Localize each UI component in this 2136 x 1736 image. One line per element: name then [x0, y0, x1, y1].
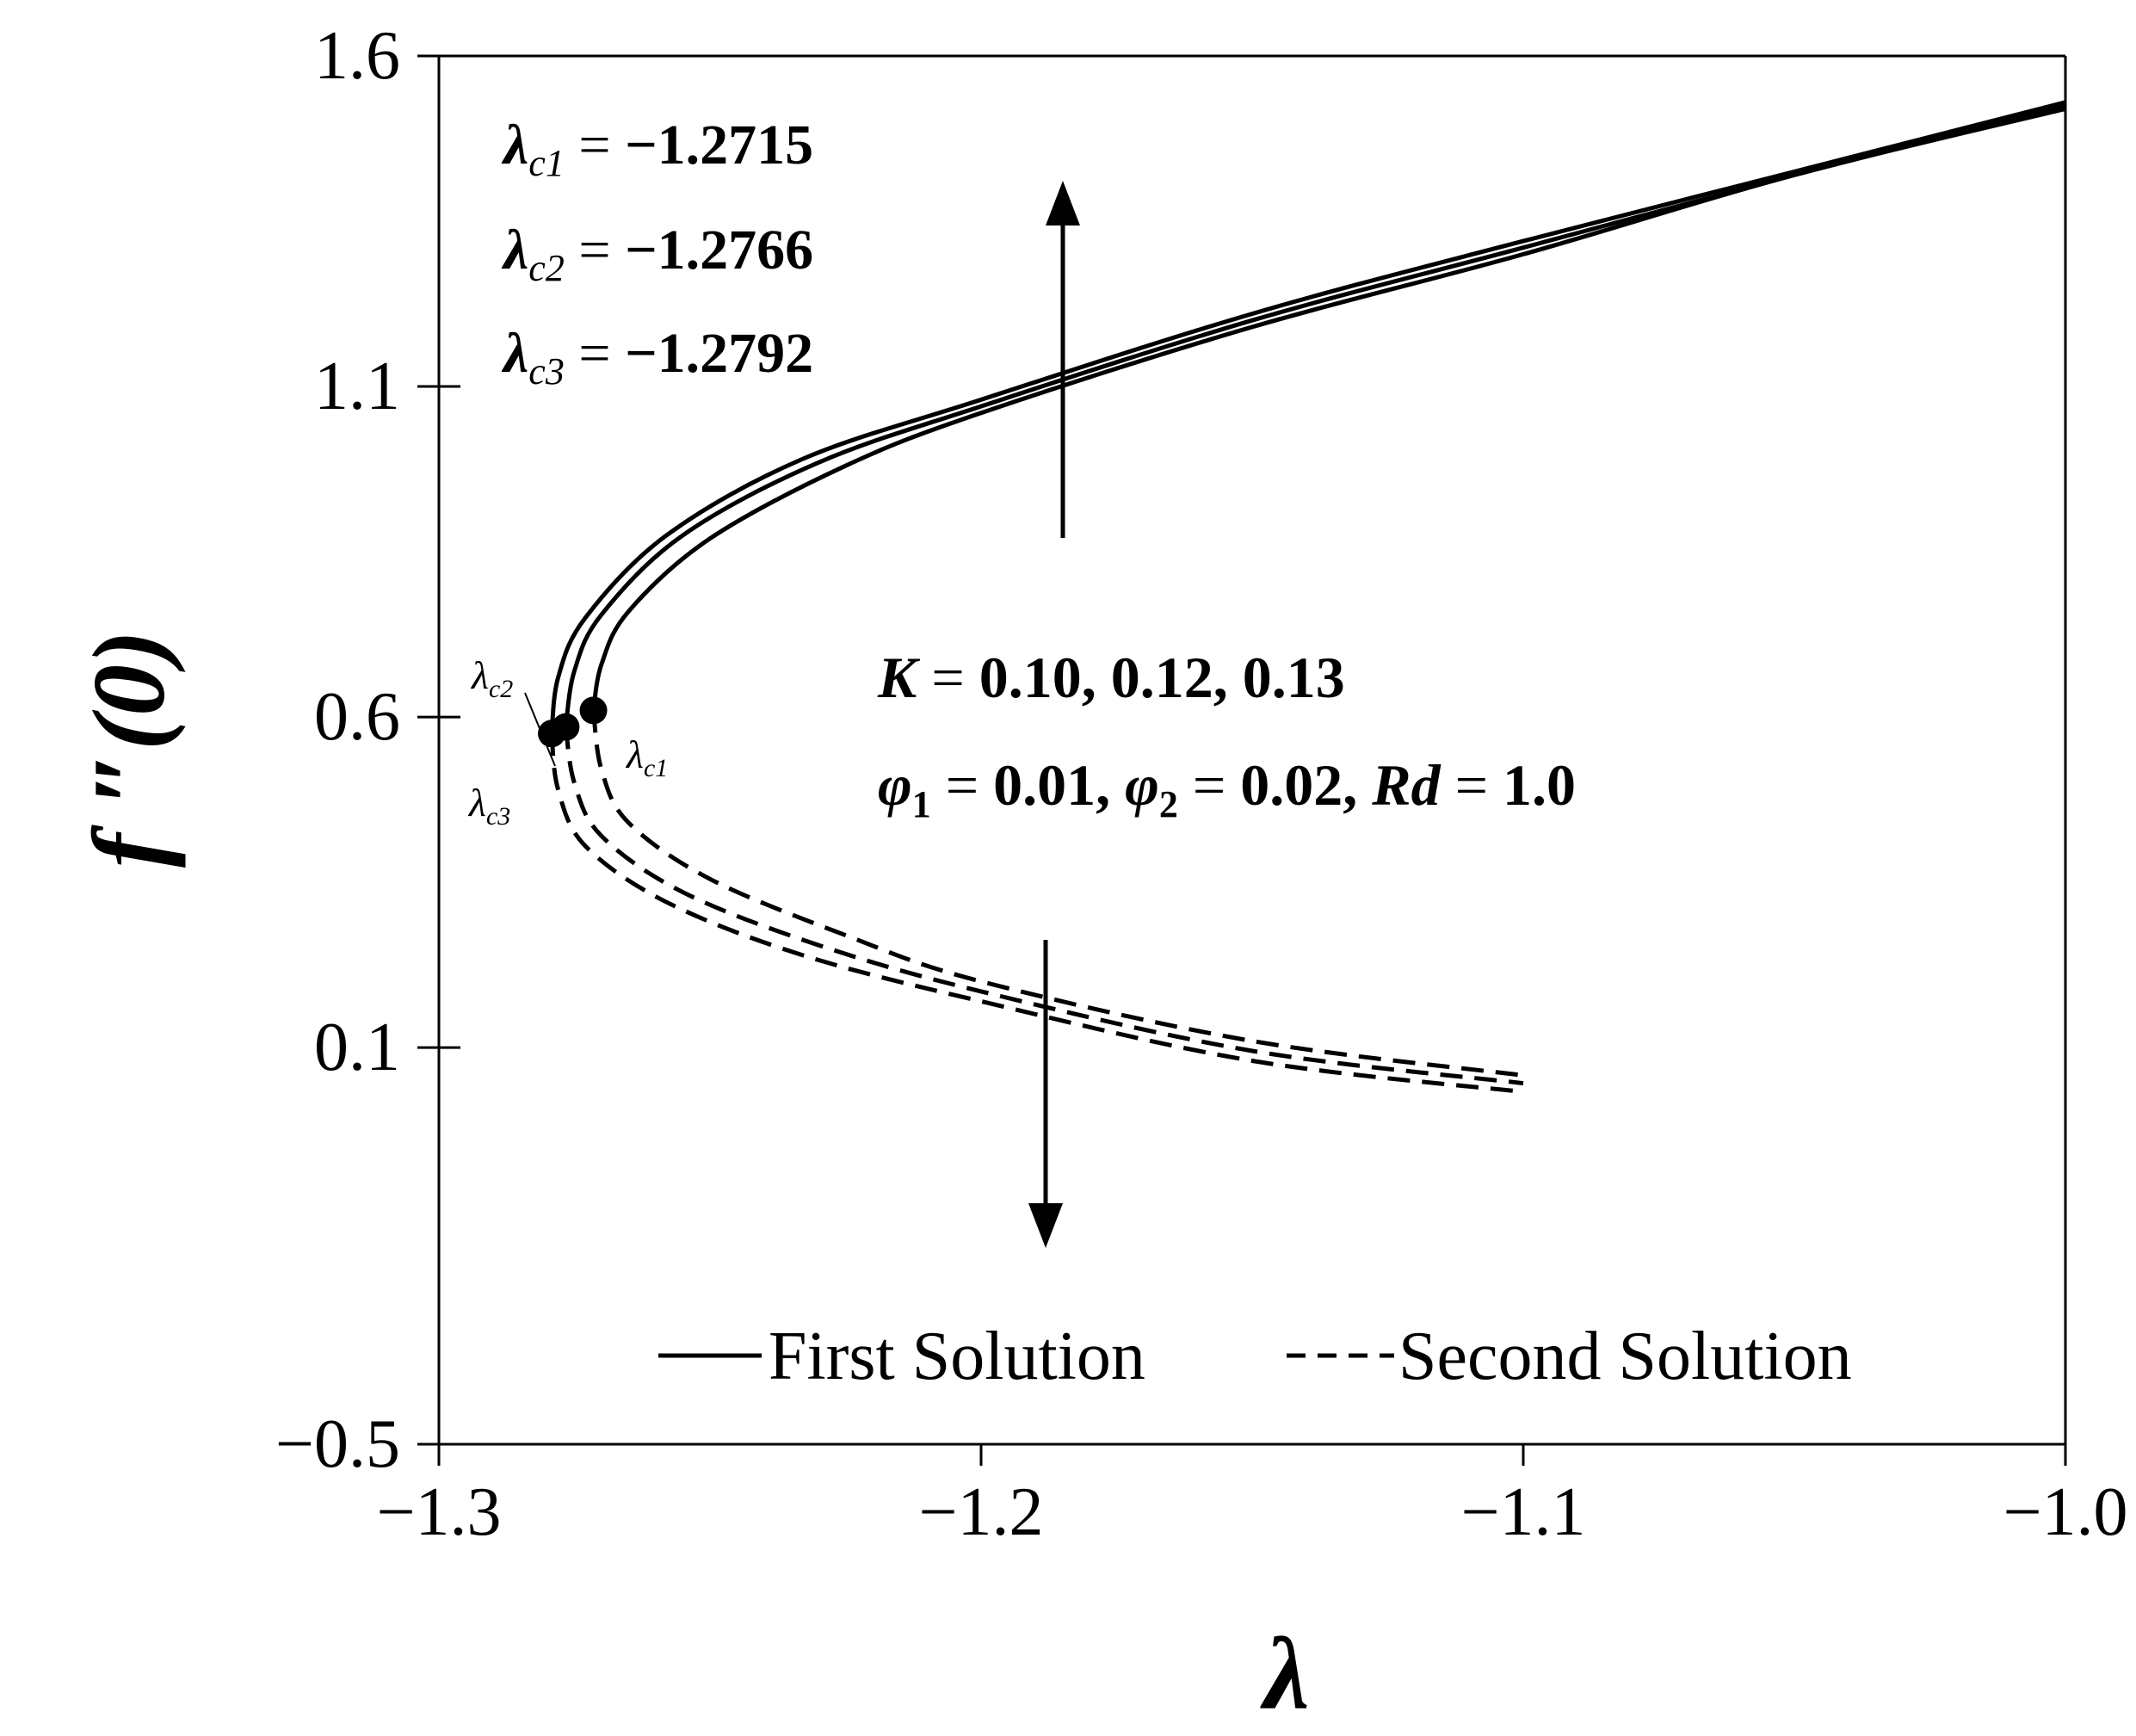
first-solution-line-2 — [552, 102, 2065, 734]
lambda-c2-value: −1.2766 — [625, 219, 813, 281]
critical-points — [538, 696, 608, 747]
upward-arrow — [1046, 181, 1080, 538]
y-ticks: 1.6 1.1 0.6 0.1 −0.5 — [275, 18, 460, 1482]
x-tick-label: −1.3 — [376, 1474, 501, 1550]
k-values-line: K = 0.10, 0.12, 0.13 — [877, 645, 1345, 710]
lambda-c1-point-label: λc1 — [625, 732, 668, 782]
legend: First Solution Second Solution — [658, 1319, 1852, 1394]
x-tick-label: −1.0 — [2003, 1474, 2127, 1550]
parameter-annotation: K = 0.10, 0.12, 0.13 φ1 = 0.01, φ2 = 0.0… — [877, 645, 1576, 825]
lambda-c3-value: −1.2792 — [625, 322, 813, 385]
lambda-critical-values: λc1 = −1.2715 λc2 = −1.2766 λc3 = −1.279… — [501, 114, 813, 392]
y-tick-label: 1.1 — [314, 349, 400, 424]
lambda-c3-point-label: λc3 — [467, 781, 510, 831]
phi1-value: 0.01, — [993, 752, 1110, 818]
x-axis-title: λ — [1259, 1616, 1309, 1731]
y-tick-label: 0.1 — [314, 1010, 400, 1085]
k-values: 0.10, 0.12, 0.13 — [979, 645, 1345, 710]
y-tick-label: −0.5 — [275, 1406, 400, 1482]
y-tick-label: 1.6 — [314, 18, 400, 94]
x-tick-label: −1.2 — [918, 1474, 1043, 1550]
rd-value: 1.0 — [1503, 752, 1576, 818]
phi2-value: 0.02, — [1240, 752, 1357, 818]
legend-second-solution-label: Second Solution — [1398, 1319, 1852, 1394]
phi-rd-line: φ1 = 0.01, φ2 = 0.02, Rd = 1.0 — [878, 752, 1576, 825]
lambda-c1-sub: c1 — [528, 142, 565, 184]
lambda-c2-sub: c2 — [528, 247, 565, 289]
lambda-c3-line: λc3 = −1.2792 — [501, 322, 813, 392]
lambda-c2-point-label: λc2 — [470, 653, 513, 703]
lambda-c3-sub: c3 — [528, 350, 565, 392]
k-label: K — [877, 645, 921, 710]
critical-point-1 — [580, 696, 608, 724]
lambda-c1-line: λc1 = −1.2715 — [501, 114, 813, 184]
rd-label: Rd — [1371, 752, 1441, 818]
lambda-c2-line: λc2 = −1.2766 — [501, 219, 813, 289]
x-tick-label: −1.1 — [1460, 1474, 1585, 1550]
lambda-c1-value: −1.2715 — [625, 114, 813, 176]
x-ticks: −1.3 −1.2 −1.1 −1.0 — [376, 1444, 2127, 1550]
first-solution-line-1 — [565, 106, 2065, 727]
y-tick-label: 0.6 — [314, 679, 400, 755]
downward-arrow — [1028, 940, 1063, 1248]
legend-first-solution-label: First Solution — [769, 1319, 1145, 1394]
first-solution-line-0 — [594, 108, 2066, 710]
y-axis-title: f ″(0) — [71, 630, 186, 868]
